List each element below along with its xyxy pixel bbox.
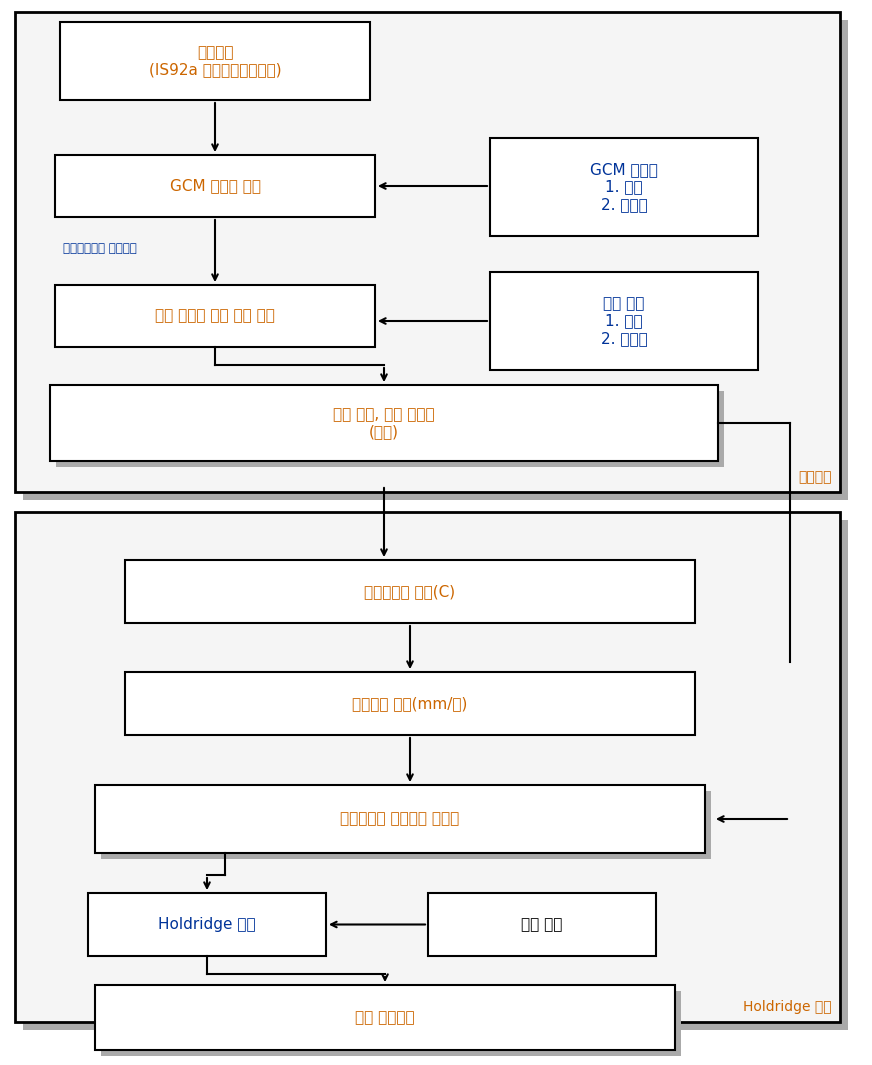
Bar (125, 560, 695, 623)
Bar (95, 985, 675, 1050)
Bar (55, 155, 375, 217)
Text: 기타 정보: 기타 정보 (521, 917, 562, 932)
Bar (56, 391, 724, 466)
Text: 잠재 식생분류: 잠재 식생분류 (355, 1010, 415, 1025)
Text: 기후모듈: 기후모듈 (799, 470, 832, 484)
Bar (15, 512, 840, 1022)
Text: 기후인자들의 공간분포: 기후인자들의 공간분포 (63, 242, 137, 255)
Bar (490, 272, 758, 370)
Text: Holdridge 모듈: Holdridge 모듈 (743, 1000, 832, 1014)
Text: 기온상승
(IS92a 기후변화시나리오): 기온상승 (IS92a 기후변화시나리오) (149, 45, 282, 77)
Text: GCM 결과물
1. 기온
2. 강수량: GCM 결과물 1. 기온 2. 강수량 (590, 162, 658, 212)
Bar (15, 12, 840, 492)
Bar (428, 892, 656, 956)
Bar (23, 20, 848, 499)
Text: GCM 결과물 조정: GCM 결과물 조정 (169, 179, 261, 194)
Bar (101, 992, 681, 1056)
Text: 생물온도의 계산(C): 생물온도의 계산(C) (364, 584, 455, 599)
Bar (125, 672, 695, 735)
Text: Holdridge 분류: Holdridge 분류 (158, 917, 255, 932)
Text: 강수량의 계산(mm/연): 강수량의 계산(mm/연) (352, 697, 467, 711)
Text: 다른 모듈을 위한 자료 계산: 다른 모듈을 위한 자료 계산 (155, 309, 275, 324)
Bar (50, 386, 718, 461)
Text: 현재 기후
1. 기온
2. 강수량: 현재 기후 1. 기온 2. 강수량 (601, 296, 647, 346)
Bar (60, 22, 370, 100)
Bar (88, 892, 326, 956)
Bar (101, 791, 711, 859)
Bar (490, 138, 758, 236)
Text: 미래 기온, 미래 강수량
(월별): 미래 기온, 미래 강수량 (월별) (333, 407, 435, 439)
Bar (23, 520, 848, 1030)
Bar (95, 785, 705, 853)
Text: 생물온도와 강수량의 정규화: 생물온도와 강수량의 정규화 (340, 812, 460, 826)
Bar (55, 285, 375, 347)
